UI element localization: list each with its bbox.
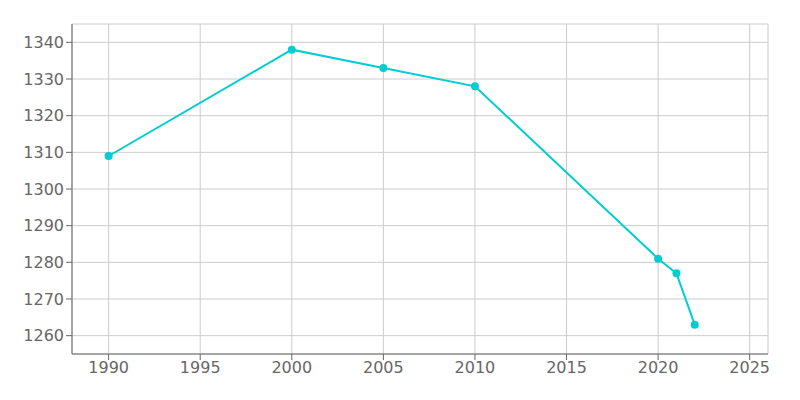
svg-text:2005: 2005 — [363, 358, 404, 377]
svg-text:1290: 1290 — [23, 216, 64, 235]
svg-text:1300: 1300 — [23, 180, 64, 199]
svg-text:1320: 1320 — [23, 106, 64, 125]
svg-text:2010: 2010 — [455, 358, 496, 377]
svg-text:1330: 1330 — [23, 70, 64, 89]
svg-text:2000: 2000 — [271, 358, 312, 377]
svg-text:1270: 1270 — [23, 290, 64, 309]
svg-text:1340: 1340 — [23, 33, 64, 52]
svg-text:1310: 1310 — [23, 143, 64, 162]
svg-text:1990: 1990 — [88, 358, 129, 377]
svg-text:1995: 1995 — [180, 358, 221, 377]
svg-text:1260: 1260 — [23, 326, 64, 345]
svg-text:2025: 2025 — [729, 358, 770, 377]
svg-text:2015: 2015 — [546, 358, 587, 377]
svg-text:2020: 2020 — [638, 358, 679, 377]
svg-text:1280: 1280 — [23, 253, 64, 272]
